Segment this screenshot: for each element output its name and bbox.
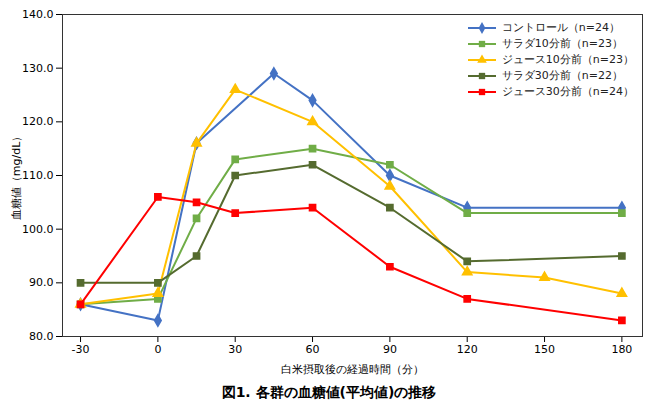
svg-text:80.0: 80.0	[29, 330, 54, 343]
html-text:図1. 各群の血糖値(平均値)の推移: 図1. 各群の血糖値(平均値)の推移	[221, 384, 437, 400]
svg-text:140.0: 140.0	[22, 8, 54, 21]
html-text:コントロール（n=24）: コントロール（n=24）	[501, 21, 620, 34]
svg-text:90.0: 90.0	[29, 276, 54, 289]
html-text:サラダ30分前（n=22）: サラダ30分前（n=22）	[501, 69, 623, 82]
svg-text:0: 0	[154, 343, 161, 356]
svg-text:90: 90	[383, 343, 397, 356]
html-text:ジュース30分前（n=24）: ジュース30分前（n=24）	[501, 85, 634, 98]
svg-text:180: 180	[611, 343, 632, 356]
svg-text:120.0: 120.0	[22, 115, 54, 128]
svg-text:100.0: 100.0	[22, 223, 54, 236]
html-text:サラダ10分前（n=23）: サラダ10分前（n=23）	[501, 37, 623, 50]
svg-text:120: 120	[457, 343, 478, 356]
svg-text:130.0: 130.0	[22, 62, 54, 75]
html-text:ジュース10分前（n=23）: ジュース10分前（n=23）	[501, 53, 634, 66]
svg-text:60: 60	[306, 343, 320, 356]
svg-text:150: 150	[534, 343, 555, 356]
svg-text:-30: -30	[72, 343, 90, 356]
svg-text:110.0: 110.0	[22, 169, 54, 182]
svg-text:30: 30	[228, 343, 242, 356]
svg-text:血糖値（mg/dL）: 血糖値（mg/dL）	[10, 131, 23, 221]
svg-text:白米摂取後の経過時間（分）: 白米摂取後の経過時間（分）	[281, 363, 424, 376]
